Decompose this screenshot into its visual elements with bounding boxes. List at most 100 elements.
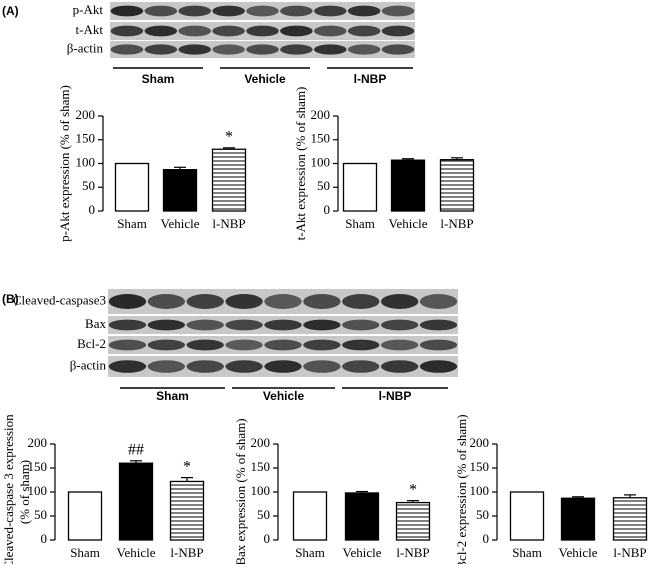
- significance-mark: *: [409, 481, 417, 498]
- significance-mark: *: [225, 128, 233, 145]
- y-axis-label: (% of sham): [17, 460, 32, 524]
- bar: [162, 169, 198, 212]
- x-tick-label: l-NBP: [212, 216, 245, 231]
- y-tick-label: 0: [89, 202, 96, 217]
- blot-band: [144, 5, 178, 17]
- x-tick-label: Vehicle: [389, 216, 428, 231]
- y-tick-label: 0: [264, 531, 271, 546]
- blot-band: [314, 5, 347, 17]
- blot-band: [381, 360, 419, 373]
- blot-band: [264, 360, 302, 373]
- bar: [67, 491, 103, 541]
- bar: [395, 501, 431, 541]
- y-tick-label: 0: [324, 202, 331, 217]
- y-tick-label: 100: [251, 483, 271, 498]
- y-tick-label: 50: [476, 507, 489, 522]
- y-tick-label: 150: [311, 131, 331, 146]
- significance-mark: *: [183, 458, 191, 475]
- blot-band: [419, 339, 458, 351]
- blot-band: [144, 44, 178, 55]
- y-tick-label: 50: [257, 507, 270, 522]
- blot-band: [303, 360, 341, 373]
- y-tick-label: 200: [76, 107, 96, 122]
- blot-band: [110, 44, 144, 55]
- blot-label: β-actin: [70, 357, 107, 372]
- blot-band: [342, 319, 380, 331]
- blot-band: [342, 360, 380, 373]
- blot-label: Bcl-2: [77, 336, 106, 351]
- group-label: Vehicle: [263, 389, 305, 403]
- group-label: Sham: [142, 72, 175, 86]
- y-axis-label: p-Akt expression (% of sham): [57, 85, 72, 242]
- x-tick-label: Sham: [345, 216, 375, 231]
- blot-label: Cleaved-caspase3: [13, 292, 106, 307]
- blot-band: [147, 294, 185, 309]
- blot-band: [212, 25, 245, 37]
- y-tick-label: 100: [311, 154, 331, 169]
- blot-band: [108, 294, 147, 309]
- blot-band: [186, 339, 224, 351]
- blot-band: [347, 25, 381, 37]
- blot-band: [381, 339, 419, 351]
- blot-label: t-Akt: [76, 22, 104, 37]
- x-tick-label: Sham: [70, 545, 100, 560]
- blot-band: [381, 44, 415, 55]
- bar: [612, 497, 648, 541]
- x-tick-label: l-NBP: [170, 545, 203, 560]
- blot-band: [264, 319, 302, 331]
- group-label: Sham: [156, 389, 189, 403]
- bar: [342, 162, 378, 212]
- y-tick-label: 200: [28, 435, 48, 450]
- blot-band: [186, 319, 224, 331]
- blot-band: [303, 319, 341, 331]
- bar: [292, 491, 328, 541]
- bar: [344, 492, 380, 541]
- blot-band: [186, 294, 224, 309]
- group-label: Vehicle: [244, 72, 286, 86]
- blot-band: [381, 25, 415, 37]
- blot-band: [178, 5, 211, 17]
- y-tick-label: 200: [251, 435, 271, 450]
- blot-band: [108, 339, 147, 351]
- y-axis-label: Bax expression (% of sham): [233, 418, 248, 564]
- blot-band: [108, 360, 147, 373]
- bar: [114, 162, 150, 212]
- blot-band: [108, 319, 147, 331]
- blot-band: [419, 294, 458, 309]
- x-tick-label: Sham: [295, 545, 325, 560]
- y-tick-label: 50: [82, 178, 95, 193]
- blot-band: [225, 294, 263, 309]
- x-tick-label: Sham: [117, 216, 147, 231]
- blot-band: [246, 5, 279, 17]
- bar: [169, 480, 205, 541]
- blot-band: [280, 5, 313, 17]
- y-tick-label: 200: [311, 107, 331, 122]
- blot-band: [314, 25, 347, 37]
- panel-label: (B): [2, 292, 19, 306]
- blot-band: [178, 25, 211, 37]
- blot-band: [264, 294, 302, 309]
- x-tick-label: l-NBP: [440, 216, 473, 231]
- blot-band: [314, 44, 347, 55]
- blot-band: [186, 360, 224, 373]
- y-tick-label: 200: [470, 435, 490, 450]
- blot-band: [347, 5, 381, 17]
- y-tick-label: 150: [28, 459, 48, 474]
- y-tick-label: 100: [76, 154, 96, 169]
- x-tick-label: l-NBP: [396, 545, 429, 560]
- bar: [390, 159, 426, 212]
- blot-band: [280, 25, 313, 37]
- y-tick-label: 150: [76, 131, 96, 146]
- blot-label: Bax: [85, 316, 106, 331]
- bar: [118, 462, 154, 541]
- y-tick-label: 50: [34, 507, 47, 522]
- blot-band: [147, 360, 185, 373]
- y-axis-label: Bcl-2 expression (% of sham): [454, 414, 469, 564]
- blot-band: [381, 294, 419, 309]
- x-tick-label: l-NBP: [613, 545, 646, 560]
- y-tick-label: 150: [251, 459, 271, 474]
- bar: [211, 148, 247, 212]
- blot-band: [419, 360, 458, 373]
